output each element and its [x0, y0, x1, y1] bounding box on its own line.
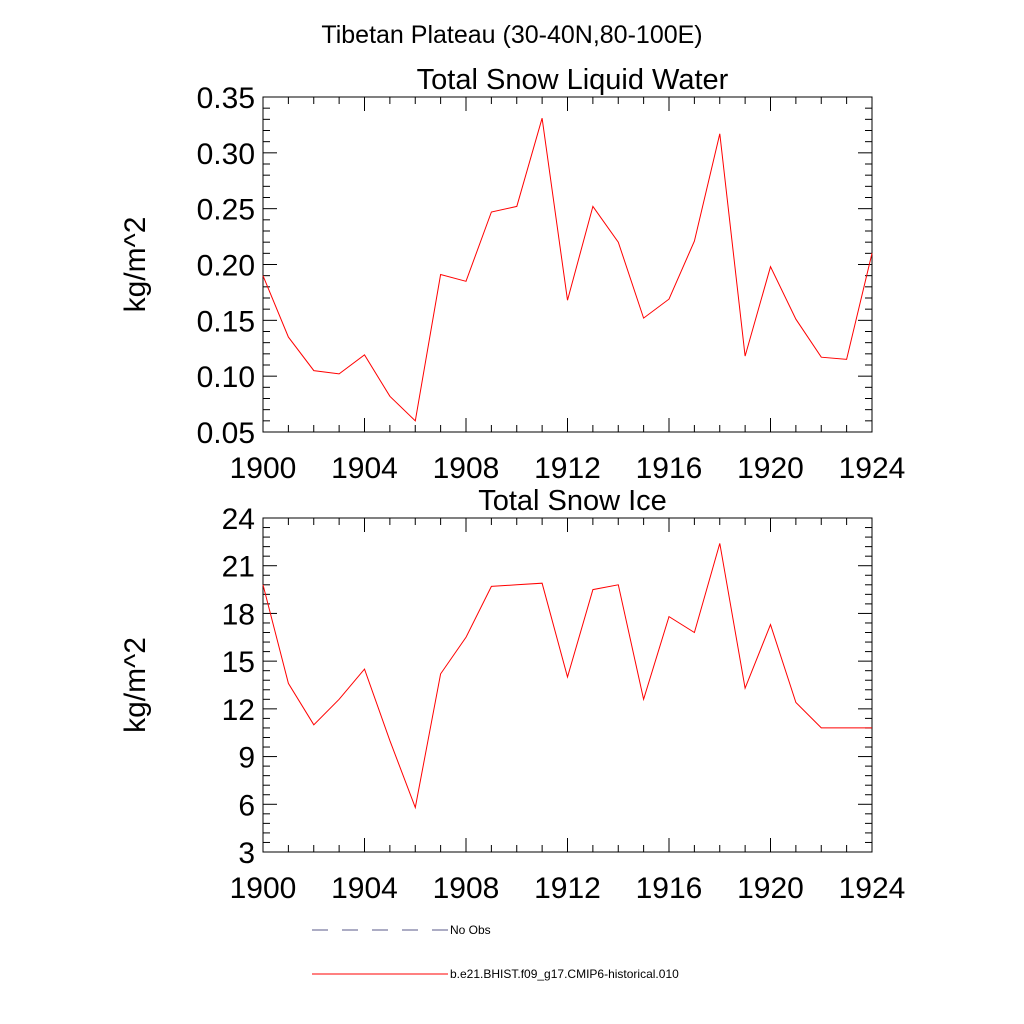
y-tick-label: 0.05	[197, 417, 255, 450]
y-tick-label: 15	[222, 646, 255, 679]
panel-title: Total Snow Liquid Water	[417, 64, 729, 96]
x-tick-label: 1920	[737, 452, 804, 485]
plot-frame	[262, 96, 873, 433]
snow-ice-panel: Total Snow Ice kg/m^2 1900 1904 1908 1912 1916…	[119, 485, 905, 905]
y-axis-label: kg/m^2	[119, 217, 152, 313]
legend: No Obs b.e21.BHIST.f09_g17.CMIP6-histori…	[312, 923, 679, 981]
legend-obs-label: No Obs	[450, 923, 491, 937]
y-axis-label: kg/m^2	[119, 637, 152, 733]
y-tick-label: 0.25	[197, 194, 255, 227]
y-tick-label: 21	[222, 551, 255, 584]
x-tick-label: 1908	[433, 452, 500, 485]
x-tick-label: 1908	[433, 872, 500, 905]
x-tick-label: 1904	[331, 872, 398, 905]
x-tick-label: 1920	[737, 872, 804, 905]
y-tick-label: 18	[222, 598, 255, 631]
x-tick-label: 1924	[839, 452, 906, 485]
y-tick-label: 6	[238, 789, 255, 822]
figure-title: Tibetan Plateau (30-40N,80-100E)	[321, 21, 702, 49]
series-line	[262, 543, 872, 810]
liquid-water-panel: Total Snow Liquid Water kg/m^2 1900 1904 190…	[119, 64, 905, 485]
x-tick-label: 1900	[230, 452, 297, 485]
series-line	[262, 118, 873, 422]
y-tick-label: 0.30	[197, 138, 255, 171]
x-tick-label: 1912	[534, 872, 601, 905]
y-tick-label: 0.15	[197, 305, 255, 338]
x-tick-label: 1904	[331, 452, 398, 485]
y-tick-label: 0.20	[197, 250, 255, 283]
y-tick-label: 24	[222, 503, 255, 536]
plot-frame	[262, 517, 873, 853]
x-tick-label: 1900	[230, 872, 297, 905]
y-tick-label: 12	[222, 694, 255, 727]
y-tick-label: 0.35	[197, 82, 255, 115]
x-tick-label: 1916	[636, 452, 703, 485]
y-tick-label: 3	[238, 837, 255, 870]
x-tick-label: 1924	[839, 872, 906, 905]
y-tick-label: 9	[238, 742, 255, 775]
x-tick-label: 1916	[636, 872, 703, 905]
panel-title: Total Snow Ice	[478, 485, 667, 517]
y-tick-label: 0.10	[197, 361, 255, 394]
legend-model-label: b.e21.BHIST.f09_g17.CMIP6-historical.010	[450, 967, 679, 981]
x-tick-label: 1912	[534, 452, 601, 485]
